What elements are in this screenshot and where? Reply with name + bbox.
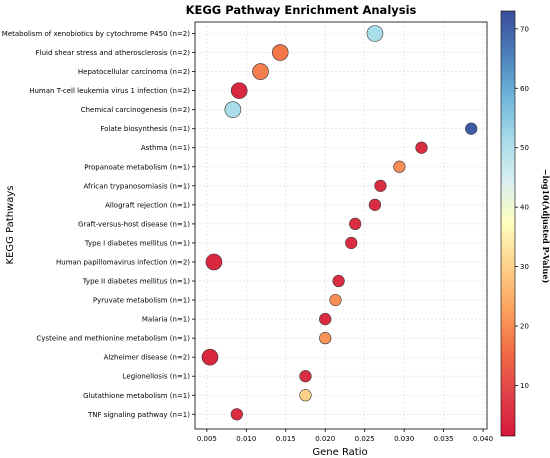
gridlines bbox=[195, 22, 487, 429]
bubble-point bbox=[366, 25, 384, 42]
bubble-point bbox=[201, 348, 219, 366]
category-label: Pyruvate metabolism (n=1) bbox=[93, 297, 190, 305]
x-tick-label: 0.015 bbox=[276, 435, 296, 443]
category-label: Folate biosynthesis (n=1) bbox=[100, 125, 190, 133]
category-label: Hepatocellular carcinoma (n=2) bbox=[78, 68, 190, 76]
category-label: Propanoate metabolism (n=1) bbox=[84, 163, 190, 171]
colorbar-tick-label: 60 bbox=[520, 85, 529, 93]
colorbar-tick-label: 50 bbox=[520, 144, 529, 152]
bubble-point bbox=[374, 179, 387, 192]
bubble-point bbox=[329, 293, 342, 307]
x-axis: 0.005 0.010 0.015 0.020 0.025 0.030 0.035 0.040 bbox=[192, 33, 493, 443]
colorbar-ticks: 10 20 30 40 50 60 70 bbox=[515, 25, 529, 390]
y-axis-categories: Metabolism of xenobiotics by cytochrome … bbox=[2, 30, 190, 419]
category-label: Legionellosis (n=1) bbox=[123, 373, 191, 381]
x-axis-title: Gene Ratio bbox=[312, 447, 367, 458]
chart-title: KEGG Pathway Enrichment Analysis bbox=[186, 3, 417, 17]
bubble-point bbox=[393, 160, 406, 173]
plot-frame bbox=[194, 21, 488, 430]
bubble-point bbox=[271, 44, 289, 61]
category-label: Fluid shear stress and atherosclerosis (… bbox=[36, 49, 191, 57]
category-label: Type II diabetes mellitus (n=1) bbox=[82, 278, 191, 286]
x-tick-label: 0.040 bbox=[473, 435, 493, 443]
bubble-points bbox=[201, 25, 478, 421]
colorbar-tick-label: 30 bbox=[520, 263, 529, 271]
category-label: Cysteine and methionine metabolism (n=1) bbox=[36, 335, 190, 343]
x-tick-label: 0.035 bbox=[434, 435, 454, 443]
x-tick-label: 0.020 bbox=[315, 435, 335, 443]
bubble-point bbox=[319, 332, 332, 345]
colorbar-tick-label: 70 bbox=[520, 25, 529, 33]
bubble-point bbox=[465, 122, 478, 135]
category-label: Glutathione metabolism (n=1) bbox=[83, 392, 190, 400]
category-label: Allograft rejection (n=1) bbox=[105, 201, 190, 209]
bubble-point bbox=[415, 141, 428, 154]
category-label: TNF signaling pathway (n=1) bbox=[87, 411, 190, 419]
bubble-point bbox=[319, 313, 332, 326]
bubble-point bbox=[332, 274, 345, 288]
bubble-point bbox=[299, 389, 312, 402]
bubble-point bbox=[349, 217, 362, 230]
y-axis-title: KEGG Pathways bbox=[5, 186, 16, 265]
colorbar bbox=[500, 10, 516, 437]
category-label: Malaria (n=1) bbox=[142, 316, 190, 324]
category-label: Graft-versus-host disease (n=1) bbox=[78, 220, 190, 228]
category-label: Human papillomavirus infection (n=2) bbox=[56, 258, 190, 266]
bubble-point bbox=[252, 63, 269, 80]
x-tick-label: 0.010 bbox=[236, 435, 256, 443]
category-label: Alzheimer disease (n=2) bbox=[104, 354, 191, 362]
bubble-point bbox=[205, 253, 223, 271]
category-label: Human T-cell leukemia virus 1 infection … bbox=[29, 87, 190, 95]
colorbar-title: −log10(Adjusted P-Value) bbox=[541, 169, 550, 284]
bubble-point bbox=[345, 236, 358, 250]
category-label: African trypanosomiasis (n=1) bbox=[83, 182, 190, 190]
bubble-point bbox=[230, 82, 248, 99]
category-label: Asthma (n=1) bbox=[141, 144, 190, 152]
x-tick-label: 0.005 bbox=[197, 435, 217, 443]
colorbar-tick-label: 10 bbox=[520, 382, 529, 390]
x-tick-label: 0.030 bbox=[394, 435, 414, 443]
bubble-point bbox=[230, 408, 243, 421]
bubble-point bbox=[368, 198, 382, 211]
bubble-point bbox=[299, 370, 312, 383]
category-label: Type I diabetes mellitus (n=1) bbox=[84, 239, 190, 247]
bubble-point bbox=[224, 101, 242, 118]
x-tick-label: 0.025 bbox=[355, 435, 375, 443]
category-label: Metabolism of xenobiotics by cytochrome … bbox=[2, 30, 190, 38]
category-label: Chemical carcinogenesis (n=2) bbox=[81, 106, 191, 114]
colorbar-tick-label: 40 bbox=[520, 204, 529, 212]
colorbar-tick-label: 20 bbox=[520, 323, 529, 331]
